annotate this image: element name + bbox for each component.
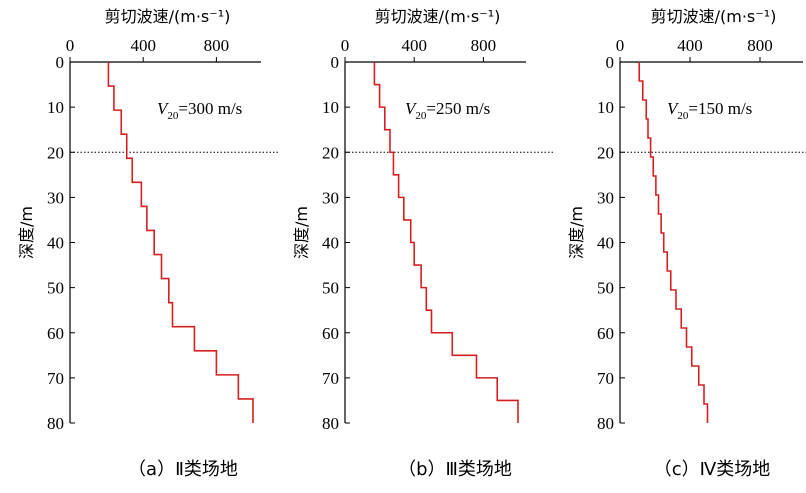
y-tick-label: 30: [47, 188, 64, 207]
y-tick-label: 70: [597, 369, 614, 388]
y-tick-label: 40: [47, 234, 64, 253]
y-tick-label: 30: [597, 188, 614, 207]
y-axis-title: 深度/m: [17, 206, 36, 259]
y-tick-label: 20: [597, 143, 614, 162]
y-tick-label: 0: [606, 53, 615, 72]
x-tick-label: 0: [616, 36, 625, 55]
x-axis-title: 剪切波速/(m·s⁻¹): [375, 7, 501, 26]
velocity-profile-line: [107, 62, 254, 423]
panel-caption: （b）Ⅲ类场地: [398, 459, 512, 480]
chart-panel-3: 剪切波速/(m·s⁻¹) 0 400 800 0 10 20 30 40 50 60 70 80 深度/m…: [567, 7, 806, 480]
x-tick-label: 400: [401, 36, 427, 55]
chart-panel-1: 剪切波速/(m·s⁻¹) 0 400 800 0 10 20 30 40 50 60 70 80 深度/m…: [17, 7, 280, 480]
v20-annotation: V20=300 m/s: [157, 99, 242, 122]
v20-subscript: 20: [167, 110, 179, 122]
v20-subscript: 20: [677, 110, 689, 122]
x-axis-title: 剪切波速/(m·s⁻¹): [105, 7, 231, 26]
y-tick-label: 80: [47, 414, 64, 433]
y-tick-label: 60: [322, 324, 339, 343]
velocity-profile-line: [373, 62, 519, 423]
y-tick-label: 10: [597, 98, 614, 117]
y-tick-label: 20: [47, 143, 64, 162]
x-axis-title: 剪切波速/(m·s⁻¹): [651, 7, 777, 26]
y-tick-label: 0: [331, 53, 340, 72]
y-tick-label: 30: [322, 188, 339, 207]
y-tick-label: 80: [597, 414, 614, 433]
y-axis-title: 深度/m: [567, 206, 586, 259]
y-tick-label: 40: [597, 234, 614, 253]
y-axis-title: 深度/m: [292, 206, 311, 259]
x-tick-label: 400: [677, 36, 703, 55]
v20-annotation: V20=250 m/s: [405, 99, 490, 122]
x-tick-label: 800: [204, 36, 230, 55]
y-tick-label: 10: [322, 98, 339, 117]
v20-symbol: V: [405, 99, 418, 118]
v20-annotation: V20=150 m/s: [667, 99, 752, 122]
y-tick-label: 10: [47, 98, 64, 117]
x-tick-label: 0: [341, 36, 350, 55]
velocity-profile-line: [638, 62, 709, 423]
y-tick-label: 50: [597, 279, 614, 298]
y-tick-label: 40: [322, 234, 339, 253]
v20-value: =150 m/s: [688, 99, 752, 118]
y-tick-label: 70: [47, 369, 64, 388]
v20-subscript: 20: [415, 110, 427, 122]
y-tick-label: 20: [322, 143, 339, 162]
v20-symbol: V: [157, 99, 170, 118]
panel-caption: （c）Ⅳ类场地: [654, 459, 771, 480]
x-tick-label: 800: [747, 36, 773, 55]
y-tick-label: 60: [47, 324, 64, 343]
panel-caption: （a）Ⅱ类场地: [128, 459, 238, 480]
chart-panel-2: 剪切波速/(m·s⁻¹) 0 400 800 0 10 20 30 40 50 60 70 80 深度/m…: [292, 7, 555, 480]
y-tick-label: 60: [597, 324, 614, 343]
y-tick-label: 50: [322, 279, 339, 298]
y-tick-label: 70: [322, 369, 339, 388]
v20-symbol: V: [667, 99, 680, 118]
v20-value: =250 m/s: [426, 99, 490, 118]
v20-value: =300 m/s: [178, 99, 242, 118]
y-tick-label: 50: [47, 279, 64, 298]
y-tick-label: 0: [56, 53, 65, 72]
x-tick-label: 800: [471, 36, 497, 55]
x-tick-label: 0: [66, 36, 75, 55]
x-tick-label: 400: [130, 36, 156, 55]
y-tick-label: 80: [322, 414, 339, 433]
